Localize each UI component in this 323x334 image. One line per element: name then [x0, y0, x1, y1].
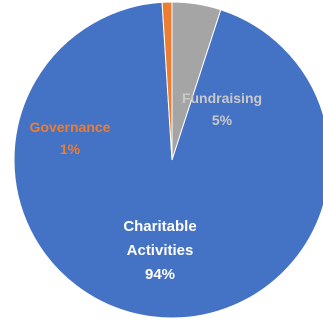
pie-slice-governance [161, 1, 173, 161]
pie-category-label-charitable-activities: Activities [127, 242, 194, 259]
pie-value-label-charitable-activities: 94% [145, 266, 175, 283]
pie-slices [13, 1, 323, 319]
pie-category-label-governance: Governance [30, 119, 111, 135]
pie-category-label-charitable-activities: Charitable [123, 218, 196, 235]
pie-value-label-fundraising: 5% [212, 112, 233, 128]
pie-category-label-fundraising: Fundraising [182, 90, 262, 106]
pie-value-label-governance: 1% [60, 141, 81, 157]
pie-slice-charitable-activities [13, 1, 323, 319]
pie-labels: Charitable Activities 94% Governance 1% Fundr… [30, 90, 263, 283]
